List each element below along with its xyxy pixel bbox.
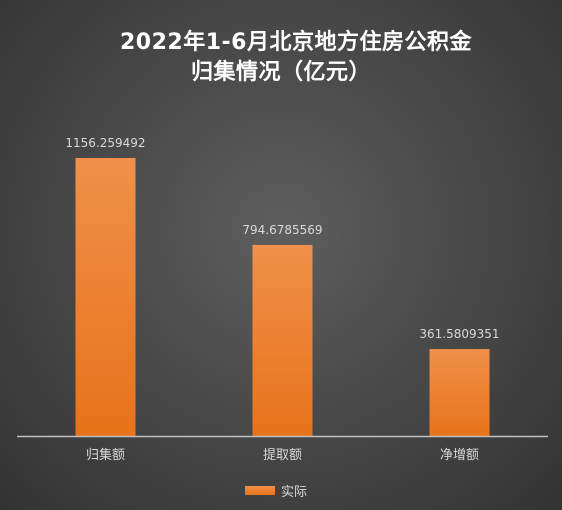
x-tick-label-2: 提取额 bbox=[263, 447, 302, 463]
bar-3[interactable] bbox=[429, 349, 490, 436]
chart-title: 2022年1-6月北京地方住房公积金 归集情况（亿元） bbox=[0, 28, 562, 88]
data-label-3: 361.5809351 bbox=[419, 327, 499, 341]
legend-swatch-actual bbox=[245, 486, 275, 495]
data-label-1: 1156.259492 bbox=[65, 136, 145, 150]
chart-title-line1: 2022年1-6月北京地方住房公积金 bbox=[120, 30, 472, 55]
bar-2[interactable] bbox=[252, 244, 313, 436]
legend-label-actual: 实际 bbox=[281, 485, 308, 500]
bar-1[interactable] bbox=[75, 158, 136, 436]
x-tick-label-3: 净增额 bbox=[440, 448, 479, 463]
data-label-2: 794.6785569 bbox=[242, 223, 322, 237]
legend[interactable]: 实际 bbox=[245, 481, 307, 500]
chart-title-line2: 归集情况（亿元） bbox=[190, 60, 371, 85]
x-tick-label-1: 归集额 bbox=[86, 447, 125, 463]
